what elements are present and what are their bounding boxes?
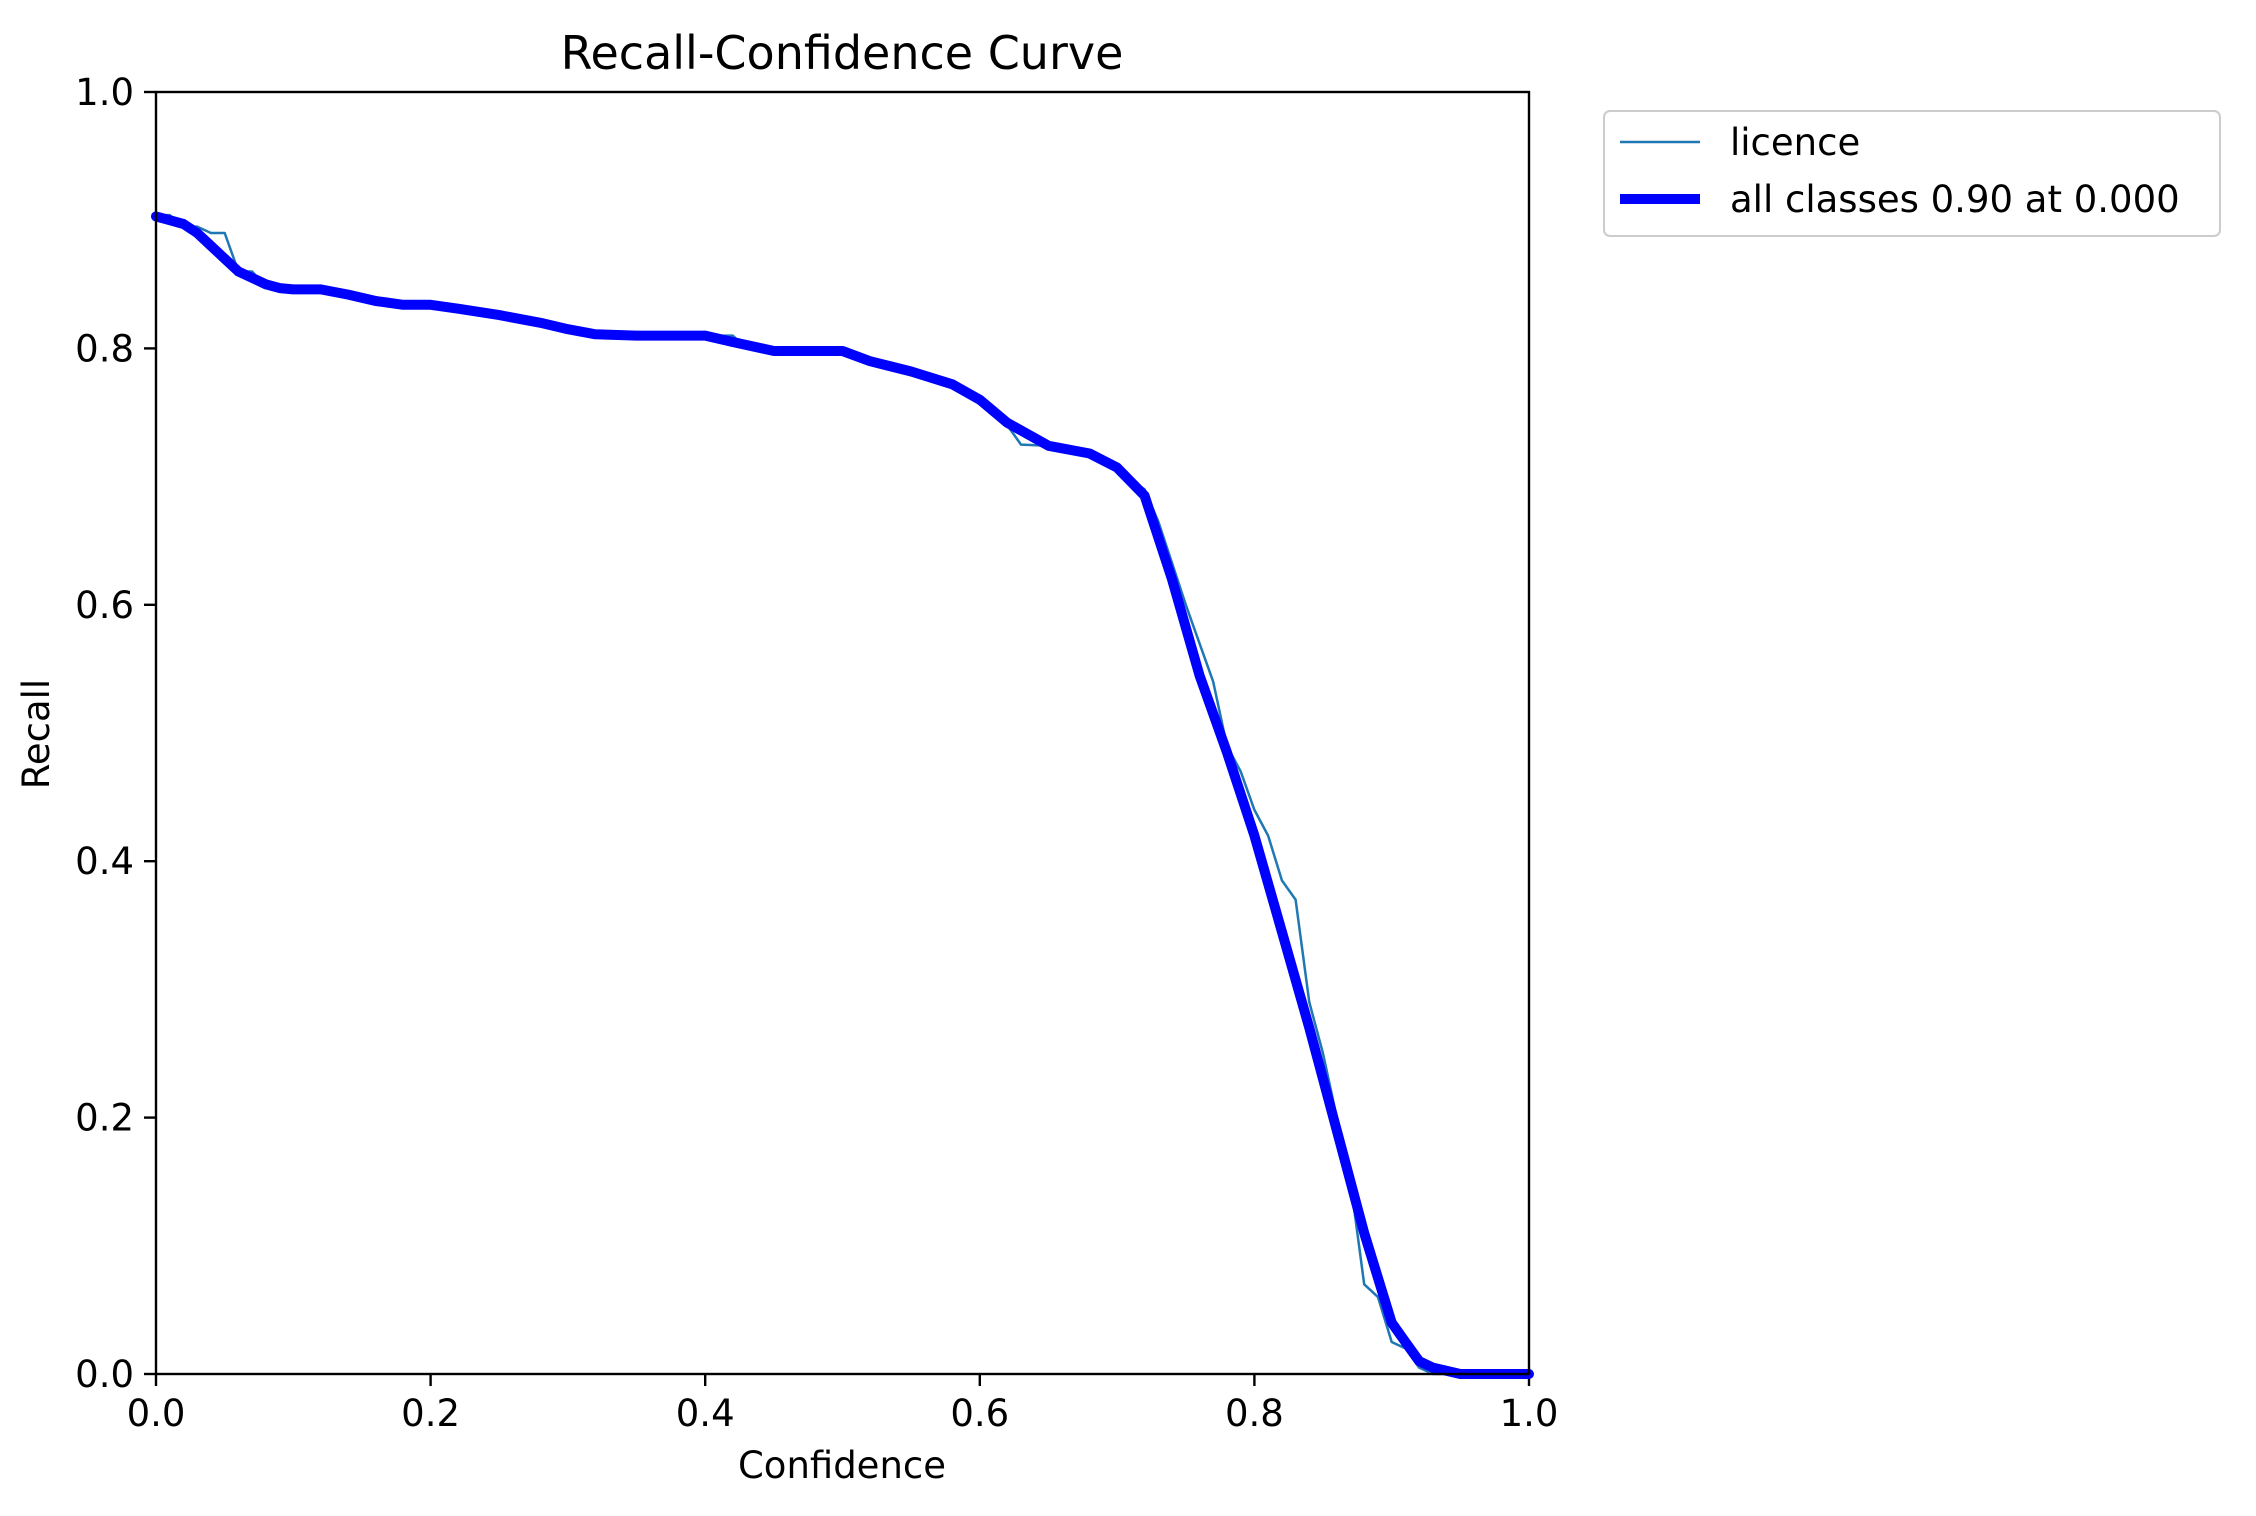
y-tick-label: 0.2 [75, 1097, 134, 1140]
y-tick-label: 0.0 [75, 1353, 134, 1396]
series-layer [151, 211, 1534, 1379]
legend-label-all-classes: all classes 0.90 at 0.000 [1730, 178, 2180, 221]
y-tick-label: 0.6 [75, 584, 134, 627]
x-tick-label: 1.0 [1500, 1392, 1559, 1435]
legend-label-licence: licence [1730, 121, 1860, 164]
x-tick-label: 0.2 [401, 1392, 460, 1435]
x-axis-ticks: 0.0 0.2 0.4 0.6 0.8 1.0 [127, 1374, 1559, 1435]
legend-box [1603, 110, 2221, 237]
y-axis-ticks: 0.0 0.2 0.4 0.6 0.8 1.0 [75, 71, 156, 1396]
y-tick-label: 0.4 [75, 840, 134, 883]
x-tick-label: 0.0 [127, 1392, 186, 1435]
x-tick-label: 0.8 [1225, 1392, 1284, 1435]
y-axis-label: Recall [15, 679, 58, 789]
plot-frame [154, 90, 1531, 1376]
series-line-licence [154, 213, 1531, 1376]
x-axis-label: Confidence [738, 1444, 946, 1487]
x-tick-label: 0.6 [950, 1392, 1009, 1435]
series-line-all-classes [151, 211, 1534, 1379]
chart-title: Recall-Confidence Curve [561, 26, 1124, 80]
legend: licence all classes 0.90 at 0.000 [1603, 110, 2221, 237]
y-tick-label: 0.8 [75, 327, 134, 370]
x-tick-label: 0.4 [676, 1392, 735, 1435]
y-tick-label: 1.0 [75, 71, 134, 114]
